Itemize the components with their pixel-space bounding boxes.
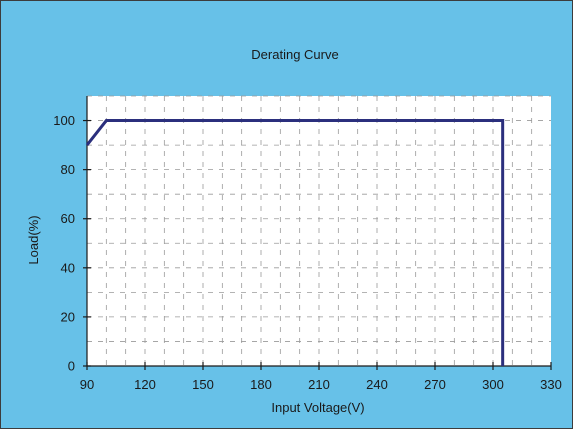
y-axis-label: Load(%)	[26, 215, 41, 264]
x-tick-label: 270	[424, 377, 446, 392]
derating-curve-line	[85, 119, 505, 366]
axis-layer	[83, 96, 552, 370]
x-axis-label: Input Voltage(V)	[271, 400, 364, 415]
series-layer	[85, 119, 505, 366]
x-tick-label: 210	[308, 377, 330, 392]
y-tick-label: 40	[61, 260, 75, 275]
tick-label-layer: 90 120 150 180 210 240 270 300 330 0 20 40 60 80 100	[53, 113, 562, 392]
x-tick-label: 240	[366, 377, 388, 392]
x-tick-label: 330	[540, 377, 562, 392]
y-tick-label: 20	[61, 309, 75, 324]
x-tick-label: 120	[134, 377, 156, 392]
x-tick-label: 300	[482, 377, 504, 392]
y-tick-label: 80	[61, 162, 75, 177]
x-tick-label: 90	[80, 377, 94, 392]
x-tick-label: 180	[250, 377, 272, 392]
y-tick-label: 100	[53, 113, 75, 128]
grid-layer	[87, 95, 551, 366]
x-tick-label: 150	[192, 377, 214, 392]
chart-title: Derating Curve	[251, 47, 338, 62]
y-tick-label: 60	[61, 211, 75, 226]
y-tick-label: 0	[68, 359, 75, 374]
